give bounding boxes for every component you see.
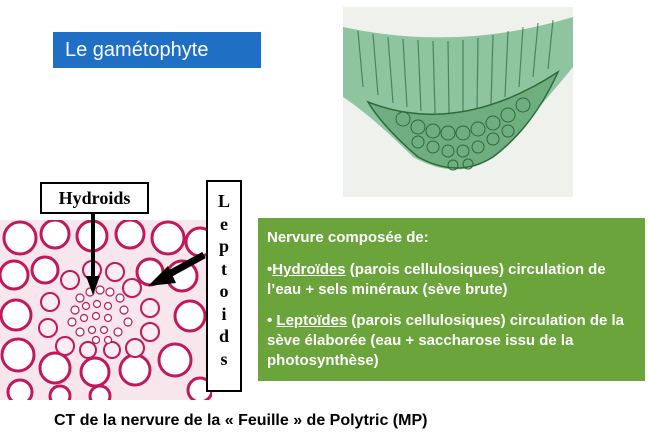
leptoides-text: (parois cellulosiques) circulation de la… (267, 312, 625, 369)
leptoides-description: • Leptoïdes (parois cellulosiques) circu… (267, 311, 635, 371)
hydroides-text: (parois cellulosiques) circulation de l’… (267, 261, 606, 298)
leptoids-letter: L (217, 191, 230, 211)
slide-title: Le gamétophyte (53, 32, 261, 68)
nerve-cross-section-photo (0, 220, 212, 400)
hydroids-label: Hydroids (40, 182, 149, 214)
leptoids-letter: o (219, 281, 229, 301)
hydroids-arrow (86, 214, 100, 295)
hydroides-term: Hydroïdes (272, 261, 346, 278)
leptoids-letter: p (218, 236, 229, 256)
vein-composition-heading: Nervure composée de: (267, 229, 429, 246)
leptoids-letter: d (218, 326, 229, 346)
leptoids-letter: t (221, 258, 227, 279)
bullet: • (267, 261, 273, 278)
leptoids-label: L e p t o i d s (206, 180, 242, 392)
red-tissue-illustration (0, 220, 212, 400)
bullet: • (267, 312, 277, 329)
green-tissue-illustration (343, 7, 573, 197)
leaf-cross-section-photo (343, 7, 573, 197)
leptoids-letter: i (221, 303, 227, 324)
leptoids-letter: e (220, 213, 228, 234)
vein-composition-box: Nervure composée de: •Hydroïdes (parois … (258, 218, 645, 381)
hydroides-description: •Hydroïdes (parois cellulosiques) circul… (267, 260, 635, 300)
leptoids-letter: s (220, 348, 228, 369)
leptoids-arrow (148, 251, 206, 286)
leptoides-term: Leptoïdes (276, 312, 348, 329)
figure-caption: CT de la nervure de la « Feuille » de Po… (54, 412, 428, 429)
